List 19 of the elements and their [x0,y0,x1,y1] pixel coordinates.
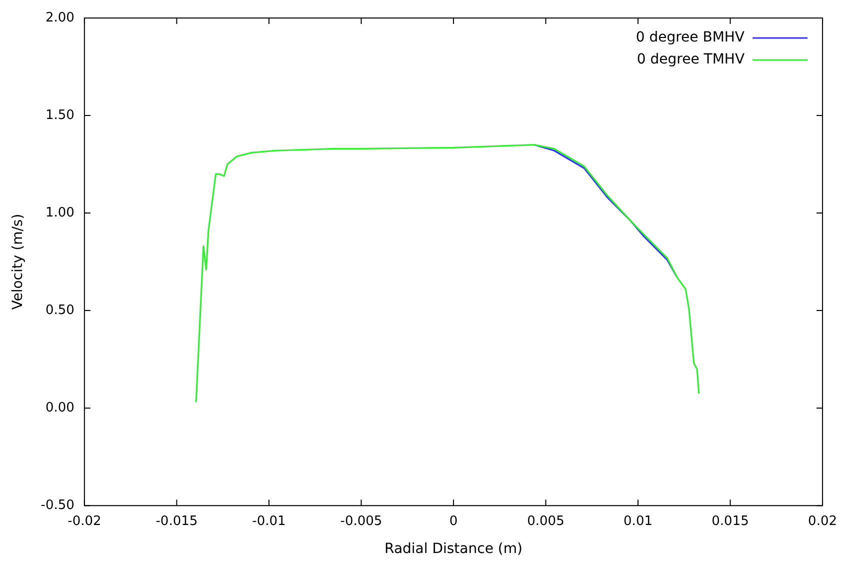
y-tick-label: 2.00 [45,10,74,26]
y-axis-title: Velocity (m/s) [10,214,26,310]
y-tick-label: -0.50 [40,498,74,513]
y-tick-label: 0.00 [45,400,74,416]
y-tick-label: 1.00 [45,205,74,220]
legend-label: 0 degree TMHV [636,52,745,68]
x-tick-label: 0.02 [808,514,838,529]
legend-label: 0 degree BMHV [636,30,745,46]
x-tick-label: -0.01 [252,514,286,529]
x-tick-label: -0.02 [68,514,102,529]
x-tick-label: 0 [449,514,458,529]
y-tick-label: 0.50 [45,302,74,318]
x-tick-label: 0.01 [624,514,652,529]
x-tick-label: -0.005 [340,514,382,529]
y-tick-label: 1.50 [45,108,74,123]
x-tick-label: 0.005 [527,514,564,529]
x-tick-label: -0.015 [156,514,198,529]
x-axis-title: Radial Distance (m) [384,541,522,558]
x-tick-label: 0.015 [712,514,749,529]
